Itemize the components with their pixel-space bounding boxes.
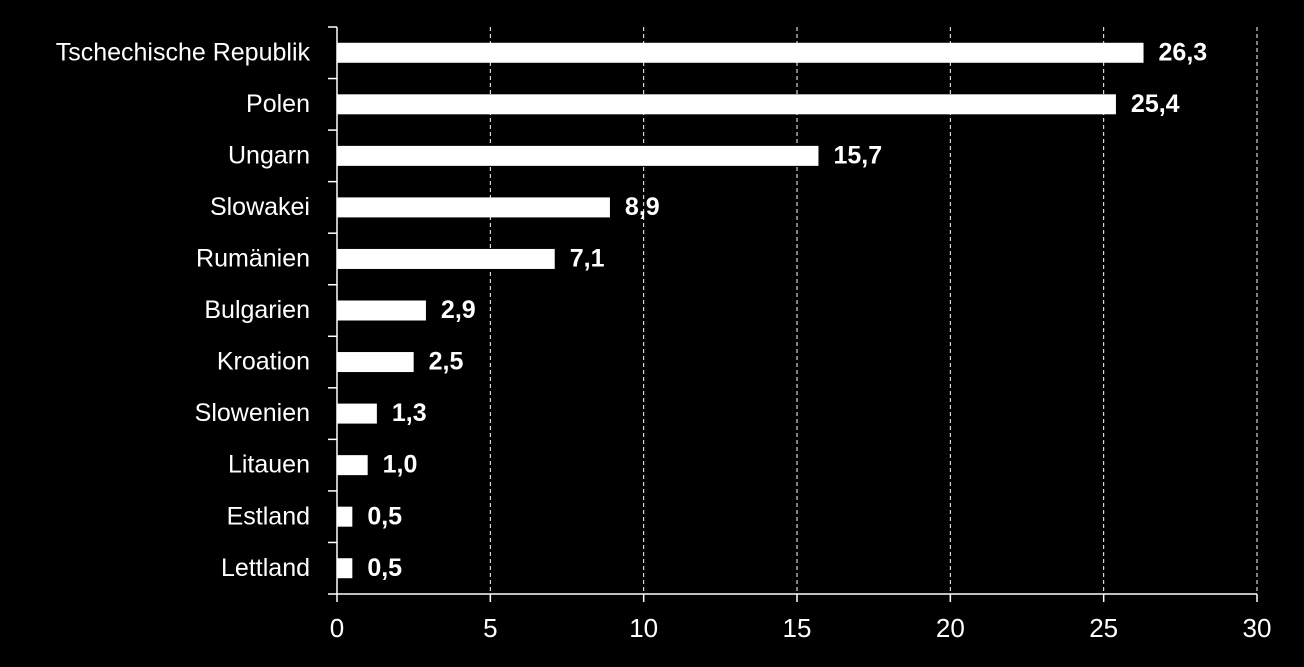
y-tick-label: Litauen bbox=[228, 451, 310, 479]
bar bbox=[337, 197, 610, 218]
data-label: 0,5 bbox=[367, 554, 402, 582]
y-tick-label: Bulgarien bbox=[204, 296, 310, 324]
bar bbox=[337, 558, 353, 579]
data-label: 2,5 bbox=[429, 348, 464, 376]
bar bbox=[337, 300, 426, 321]
x-tick-label: 15 bbox=[783, 613, 812, 643]
y-tick-label: Polen bbox=[246, 90, 310, 118]
bar bbox=[337, 248, 555, 269]
data-label: 0,5 bbox=[367, 502, 402, 530]
data-label: 7,1 bbox=[570, 245, 605, 273]
data-label: 15,7 bbox=[833, 141, 882, 169]
data-label: 1,0 bbox=[383, 451, 418, 479]
data-label: 1,3 bbox=[392, 399, 427, 427]
data-label: 2,9 bbox=[441, 296, 476, 324]
y-tick-label: Kroation bbox=[217, 348, 310, 376]
x-tick-label: 20 bbox=[936, 613, 965, 643]
x-tick-label: 25 bbox=[1089, 613, 1118, 643]
data-label: 25,4 bbox=[1131, 90, 1180, 118]
y-tick-label: Rumänien bbox=[196, 245, 310, 273]
bar bbox=[337, 352, 414, 373]
y-tick-label: Ungarn bbox=[228, 141, 310, 169]
x-tick-label: 5 bbox=[483, 613, 497, 643]
y-tick-label: Slowakei bbox=[210, 193, 310, 221]
data-label: 26,3 bbox=[1159, 38, 1208, 66]
bar bbox=[337, 455, 368, 476]
bar bbox=[337, 94, 1116, 115]
bar bbox=[337, 145, 819, 166]
bar bbox=[337, 42, 1144, 63]
y-tick-label: Tschechische Republik bbox=[56, 38, 311, 66]
y-tick-label: Slowenien bbox=[195, 399, 310, 427]
x-tick-label: 30 bbox=[1243, 613, 1272, 643]
bar bbox=[337, 403, 377, 424]
y-tick-label: Lettland bbox=[221, 554, 310, 582]
bar bbox=[337, 506, 353, 527]
data-label: 8,9 bbox=[625, 193, 660, 221]
x-tick-label: 0 bbox=[330, 613, 344, 643]
y-tick-label: Estland bbox=[227, 502, 310, 530]
x-tick-label: 10 bbox=[629, 613, 658, 643]
